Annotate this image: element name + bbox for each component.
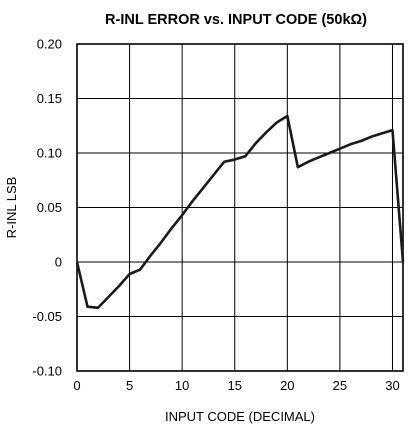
data-point — [265, 131, 267, 133]
x-tick-labels: 0 5 10 15 20 25 30 — [73, 378, 399, 393]
data-point — [339, 148, 341, 150]
y-tick-label: 0.10 — [37, 146, 62, 161]
y-tick-label: 0.20 — [37, 37, 62, 52]
y-tick-label: 0.05 — [37, 200, 62, 215]
series-layer — [75, 114, 405, 310]
plot-area-frame — [76, 43, 404, 372]
data-point — [360, 140, 362, 142]
x-tick-label: 5 — [126, 378, 133, 393]
x-tick-label: 10 — [175, 378, 189, 393]
y-tick-label: -0.05 — [32, 309, 62, 324]
data-point — [286, 115, 288, 117]
series-line — [75, 114, 405, 310]
chart-title: R-INL ERROR vs. INPUT CODE (50kΩ) — [105, 12, 367, 28]
data-point — [318, 156, 320, 158]
x-tick-label: 20 — [280, 378, 294, 393]
data-point — [213, 174, 215, 176]
y-axis-label: R-INL LSB — [4, 177, 19, 239]
data-point — [202, 187, 204, 189]
data-point — [139, 269, 141, 271]
data-point — [276, 121, 278, 124]
data-point — [76, 261, 78, 263]
data-point — [328, 152, 330, 154]
data-point — [171, 227, 173, 229]
y-tick-labels: 0.20 0.15 0.10 0.05 0 -0.05 -0.10 — [32, 37, 62, 379]
data-point — [150, 254, 152, 257]
data-point — [223, 161, 225, 163]
data-point — [107, 296, 110, 298]
data-point — [86, 306, 89, 308]
x-tick-label: 30 — [385, 378, 399, 393]
x-tick-label: 0 — [73, 378, 80, 393]
data-point — [297, 166, 299, 168]
data-point — [381, 132, 383, 134]
y-tick-label: 0 — [55, 255, 62, 270]
data-point — [402, 261, 404, 263]
data-point — [97, 307, 99, 309]
data-point — [391, 129, 394, 131]
data-point — [128, 273, 131, 275]
grid — [76, 43, 403, 372]
x-axis-label: INPUT CODE (DECIMAL) — [165, 409, 315, 424]
data-point — [118, 285, 120, 287]
data-point — [370, 136, 373, 138]
y-tick-label: -0.10 — [32, 364, 62, 379]
data-point — [255, 142, 257, 144]
x-tick-label: 25 — [333, 378, 347, 393]
data-point — [192, 200, 194, 202]
data-point — [160, 241, 162, 243]
data-point — [307, 161, 309, 163]
data-point — [244, 155, 246, 157]
data-point — [349, 143, 352, 145]
x-tick-label: 15 — [228, 378, 242, 393]
data-point — [181, 214, 183, 216]
data-point — [234, 158, 236, 161]
y-tick-label: 0.15 — [37, 91, 62, 106]
